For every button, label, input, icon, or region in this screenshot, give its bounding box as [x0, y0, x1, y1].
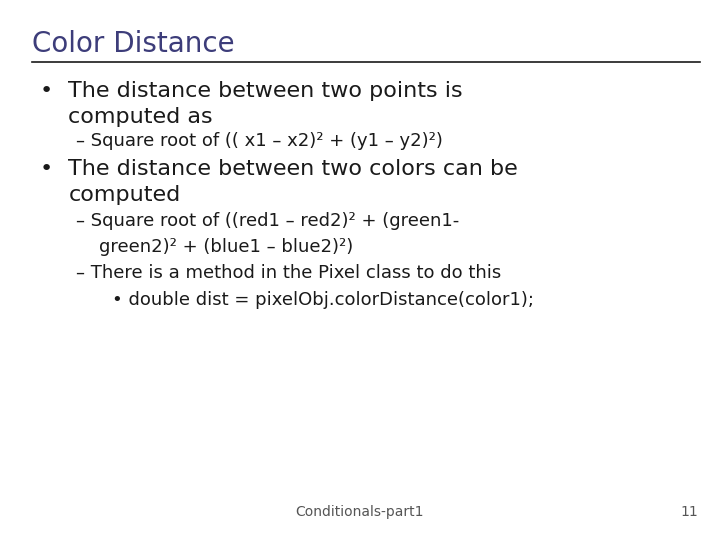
Text: 11: 11: [680, 505, 698, 519]
Text: •: •: [40, 159, 53, 179]
Text: Color Distance: Color Distance: [32, 30, 235, 58]
Text: – There is a method in the Pixel class to do this: – There is a method in the Pixel class t…: [76, 264, 501, 281]
Text: •: •: [40, 81, 53, 101]
Text: – Square root of (( x1 – x2)² + (y1 – y2)²): – Square root of (( x1 – x2)² + (y1 – y2…: [76, 132, 443, 150]
Text: • double dist = pixelObj.colorDistance(color1);: • double dist = pixelObj.colorDistance(c…: [112, 291, 534, 308]
Text: The distance between two points is
computed as: The distance between two points is compu…: [68, 81, 463, 126]
Text: Conditionals-part1: Conditionals-part1: [296, 505, 424, 519]
Text: – Square root of ((red1 – red2)² + (green1-: – Square root of ((red1 – red2)² + (gree…: [76, 212, 459, 230]
Text: The distance between two colors can be
computed: The distance between two colors can be c…: [68, 159, 518, 205]
Text: green2)² + (blue1 – blue2)²): green2)² + (blue1 – blue2)²): [76, 238, 353, 255]
